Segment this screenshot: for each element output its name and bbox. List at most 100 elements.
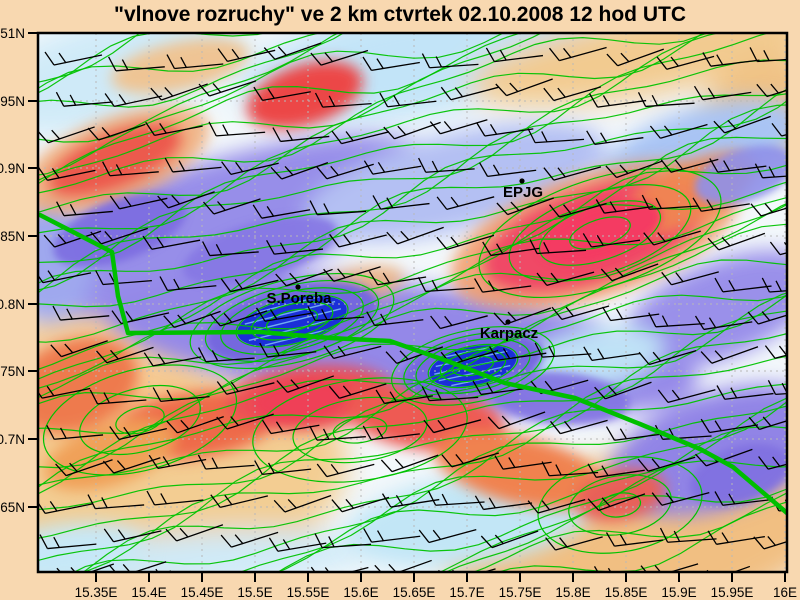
wind-barb — [166, 54, 224, 70]
wind-barb — [273, 494, 332, 513]
station-label: Karpacz — [480, 325, 538, 342]
wind-barb — [386, 226, 444, 245]
wind-barb — [423, 419, 482, 434]
wind-barb — [217, 48, 276, 63]
field-blob — [182, 215, 338, 285]
wind-barb — [310, 566, 369, 572]
wind-barb — [709, 158, 767, 173]
contour-line — [80, 355, 787, 572]
wind-barb — [582, 233, 641, 248]
lon-label: 15.6E — [343, 585, 378, 600]
lat-label: 50.9N — [0, 161, 25, 176]
wind-barb — [385, 346, 444, 364]
contour-line — [38, 164, 787, 380]
wind-barb — [605, 532, 664, 547]
wind-barb — [380, 454, 439, 473]
wind-barb — [605, 426, 664, 441]
wind-barb — [421, 53, 479, 69]
contour-line — [82, 383, 787, 572]
wind-barb — [55, 91, 113, 107]
contour-loop — [332, 416, 388, 444]
wind-barb — [527, 128, 585, 144]
wind-barb — [43, 230, 102, 248]
wind-barb — [602, 306, 660, 322]
wind-barb — [756, 81, 787, 98]
wind-barb — [758, 456, 787, 470]
wind-barb — [476, 122, 534, 137]
station-dot — [295, 284, 301, 290]
wind-barb — [594, 381, 652, 400]
lon-label: 15.45E — [181, 585, 224, 600]
wind-barb — [275, 268, 333, 287]
wind-barb — [440, 86, 499, 101]
wind-barb — [163, 310, 221, 329]
wind-barb — [707, 232, 766, 251]
lat-label: 50.7N — [0, 432, 25, 447]
wind-barb — [436, 234, 495, 251]
wind-barb — [52, 305, 110, 321]
lat-label: 50.8N — [0, 297, 25, 312]
lat-label: 50.65N — [0, 500, 25, 515]
wind-barb — [661, 271, 719, 286]
lon-label: 15.55E — [287, 585, 330, 600]
contour-line — [38, 310, 787, 539]
wind-barb — [659, 527, 717, 543]
contour-line — [38, 136, 787, 371]
wind-barb — [753, 533, 787, 550]
field-blob — [53, 193, 187, 267]
wind-barb — [210, 494, 269, 509]
field-blob — [111, 38, 249, 94]
contour-loop — [79, 385, 201, 455]
wind-barb — [638, 349, 697, 366]
lon-label: 15.5E — [237, 585, 272, 600]
contour-line — [38, 104, 787, 343]
contour-loop — [235, 294, 349, 348]
wind-barb — [649, 123, 708, 139]
lon-label: 15.65E — [393, 585, 436, 600]
contour-line — [38, 33, 340, 143]
field-blob — [38, 134, 437, 316]
wind-barb — [641, 194, 699, 210]
contour-line — [38, 333, 787, 562]
contour-loop — [220, 287, 364, 355]
contour-line — [439, 460, 787, 572]
border-line-layer — [38, 212, 787, 516]
wind-barb — [202, 241, 259, 257]
contour-line — [276, 397, 787, 572]
wind-barb — [429, 119, 488, 135]
wind-barb — [316, 463, 375, 478]
wind-barb — [221, 161, 279, 176]
contour-line — [239, 400, 787, 572]
wind-barb — [270, 162, 329, 180]
station-label: S.Poreba — [266, 290, 332, 307]
map-frame — [36, 31, 789, 574]
wind-barb — [637, 456, 696, 472]
wind-barb — [496, 197, 554, 216]
wind-barb — [38, 126, 95, 144]
wind-barb — [545, 536, 603, 551]
wind-barb — [482, 241, 540, 257]
station-dot — [505, 319, 511, 325]
wind-barb — [651, 491, 710, 506]
wind-barb — [527, 498, 586, 514]
wind-barb — [50, 340, 108, 358]
wind-barb — [109, 195, 168, 210]
wind-barb — [87, 494, 145, 510]
wind-barb — [314, 92, 372, 108]
contour-loop — [265, 308, 319, 334]
wind-barb — [143, 352, 202, 367]
wind-barb — [430, 315, 488, 330]
wind-barb — [441, 452, 500, 468]
wind-barb — [216, 381, 275, 395]
wind-barb — [261, 419, 320, 435]
contour-line — [38, 33, 720, 234]
wind-barb — [436, 196, 495, 211]
wind-barb — [254, 460, 312, 476]
wind-barb — [548, 202, 607, 218]
wind-barb — [331, 130, 390, 145]
wind-barb — [606, 48, 664, 67]
contour-loop — [598, 492, 642, 518]
contour-line — [38, 181, 787, 390]
wind-barb — [309, 200, 367, 216]
